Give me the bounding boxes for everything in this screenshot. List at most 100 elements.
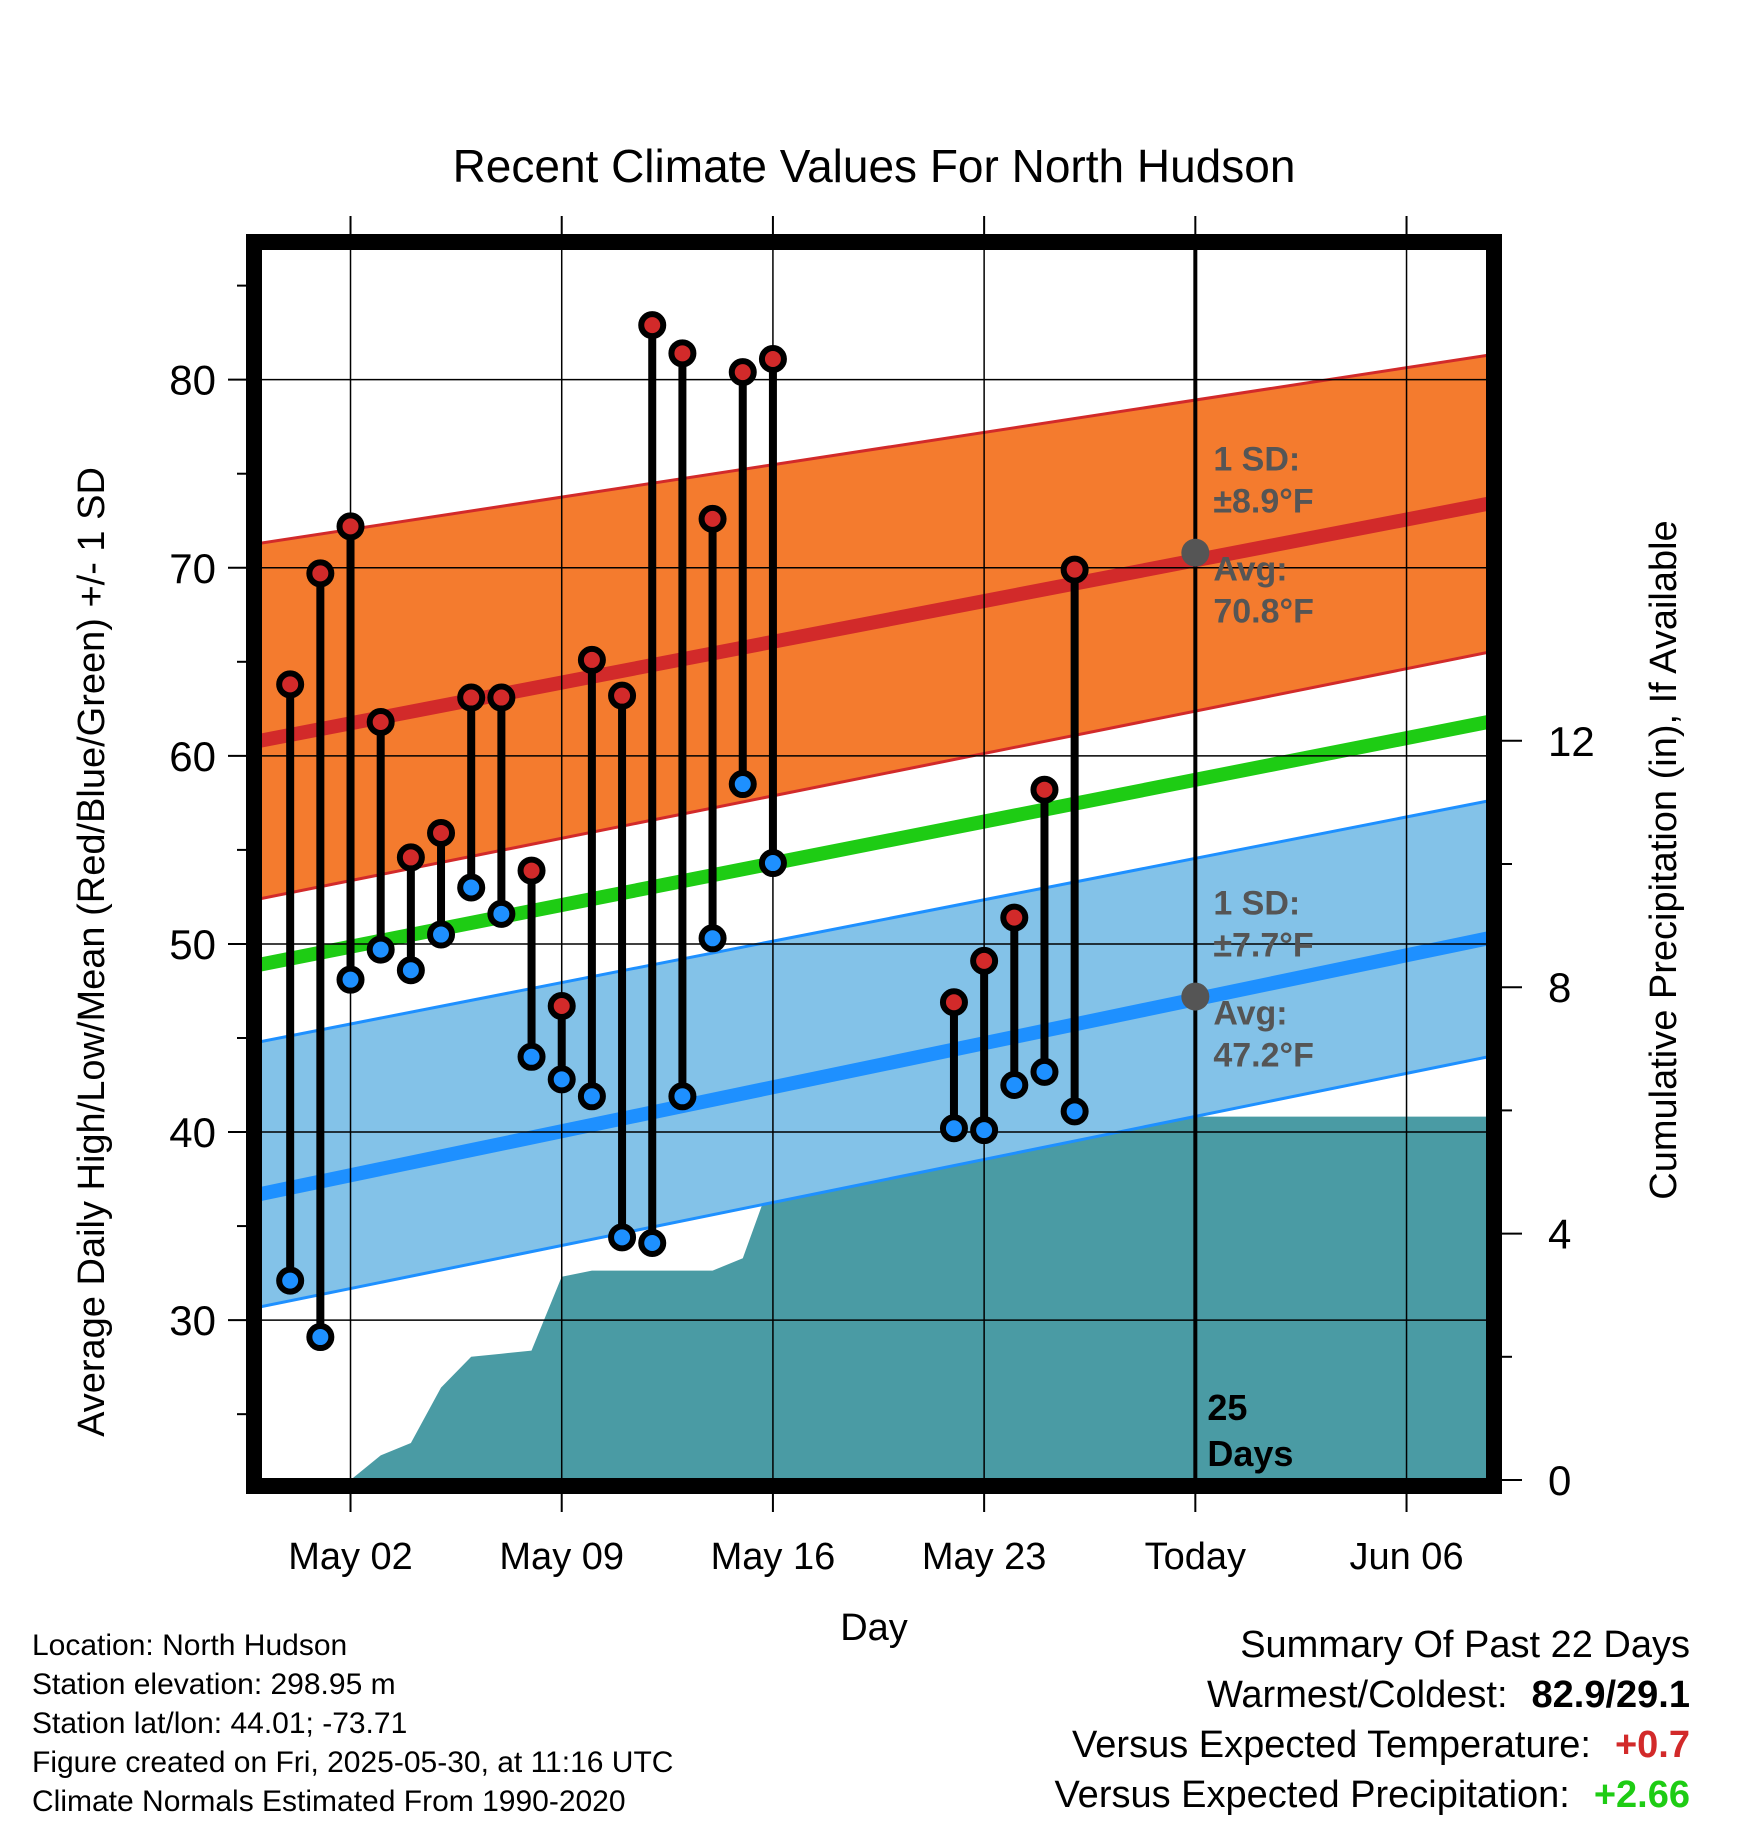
- daily-high-point: [1030, 775, 1059, 804]
- today-high-avg-marker: [1181, 538, 1210, 567]
- high-sd-value: ±8.9°F: [1213, 483, 1313, 521]
- daily-high-point: [487, 683, 516, 712]
- daily-low-point: [758, 849, 787, 878]
- daily-high-point: [698, 504, 727, 533]
- daily-low-point: [970, 1116, 999, 1145]
- daily-low-point: [487, 899, 516, 928]
- chart-title: Recent Climate Values For North Hudson: [453, 140, 1296, 192]
- daily-low-point: [939, 1114, 968, 1143]
- low-avg-label: Avg:: [1213, 995, 1287, 1033]
- daily-low-point: [1030, 1057, 1059, 1086]
- x-tick-label: May 02: [288, 1536, 413, 1578]
- daily-high-point: [427, 818, 456, 847]
- y-axis-label: Average Daily High/Low/Mean (Red/Blue/Gr…: [71, 467, 113, 1437]
- high-sd-band-lower-edge: [260, 650, 1488, 901]
- plot-area: 1 SD: ±8.9°F Avg: 70.8°F 1 SD: ±7.7°F Avg: 47.2…: [169, 216, 1595, 1578]
- elevation-text: Station elevation: 298.95 m: [32, 1668, 396, 1701]
- daily-high-point: [366, 707, 395, 736]
- precip-anomaly-value: +2.66: [1593, 1774, 1690, 1816]
- daily-high-point: [1060, 555, 1089, 584]
- x-tick-label: May 09: [499, 1536, 624, 1578]
- daily-low-point: [728, 770, 757, 799]
- high-avg-value: 70.8°F: [1213, 593, 1314, 631]
- daily-high-point: [306, 559, 335, 588]
- x-tick-label: May 16: [711, 1536, 836, 1578]
- y2-tick-label: 12: [1548, 718, 1595, 765]
- daily-high-point: [939, 988, 968, 1017]
- daily-low-point: [517, 1042, 546, 1071]
- daily-low-point: [1060, 1097, 1089, 1126]
- temp-anomaly-label: Versus Expected Temperature:: [1072, 1724, 1591, 1766]
- normals-text: Climate Normals Estimated From 1990-2020: [32, 1785, 626, 1818]
- daily-high-point: [758, 344, 787, 373]
- daily-low-point: [668, 1082, 697, 1111]
- daily-high-point: [728, 358, 757, 387]
- x-tick-label: May 23: [922, 1536, 1047, 1578]
- normal-low-line: [260, 931, 1488, 1201]
- plot-interior: [260, 248, 1488, 1480]
- daily-low-point: [396, 956, 425, 985]
- y2-axis-label: Cumulative Precipitation (in), If Availa…: [1643, 520, 1685, 1199]
- daily-low-point: [457, 873, 486, 902]
- summary-title: Summary Of Past 22 Days: [1240, 1624, 1690, 1666]
- y2-tick-label: 4: [1548, 1211, 1571, 1258]
- daily-low-point: [1000, 1071, 1029, 1100]
- y2-tick-label: 8: [1548, 964, 1571, 1011]
- precip-area: [350, 1116, 1488, 1480]
- daily-low-point: [698, 924, 727, 953]
- daily-low-point: [336, 965, 365, 994]
- high-avg-label: Avg:: [1213, 551, 1287, 589]
- days-count-number: 25: [1207, 1387, 1247, 1428]
- low-sd-band-upper-edge: [260, 799, 1488, 1044]
- daily-high-point: [577, 645, 606, 674]
- y-tick-label: 40: [169, 1109, 216, 1156]
- daily-low-point: [306, 1323, 335, 1352]
- y2-tick-label: 0: [1548, 1457, 1571, 1504]
- daily-high-point: [638, 311, 667, 340]
- y-tick-label: 50: [169, 921, 216, 968]
- y-tick-label: 30: [169, 1297, 216, 1344]
- low-sd-band: [260, 800, 1488, 1307]
- daily-high-point: [970, 946, 999, 975]
- summary-panel: Summary Of Past 22 Days Warmest/Coldest:…: [1054, 1620, 1690, 1820]
- daily-low-point: [577, 1082, 606, 1111]
- daily-high-point: [276, 670, 305, 699]
- created-text: Figure created on Fri, 2025-05-30, at 11…: [32, 1746, 674, 1779]
- summary-temp: Versus Expected Temperature: +0.7: [1054, 1720, 1690, 1770]
- daily-high-point: [547, 992, 576, 1021]
- y-tick-label: 80: [169, 357, 216, 404]
- daily-low-point: [547, 1065, 576, 1094]
- daily-high-point: [1000, 903, 1029, 932]
- summary-precip: Versus Expected Precipitation: +2.66: [1054, 1770, 1690, 1820]
- temp-anomaly-value: +0.7: [1614, 1724, 1690, 1766]
- daily-high-point: [608, 681, 637, 710]
- daily-high-point: [457, 683, 486, 712]
- low-sd-value: ±7.7°F: [1213, 927, 1313, 965]
- daily-high-point: [336, 512, 365, 541]
- daily-high-point: [517, 856, 546, 885]
- low-sd-label: 1 SD:: [1213, 885, 1300, 923]
- x-axis-label: Day: [840, 1607, 908, 1649]
- low-sd-band-lower-edge: [260, 1055, 1488, 1309]
- days-count-label: Days: [1207, 1433, 1293, 1474]
- daily-high-point: [668, 339, 697, 368]
- station-info: Location: North Hudson Station elevation…: [32, 1626, 673, 1821]
- low-avg-value: 47.2°F: [1213, 1037, 1314, 1075]
- daily-low-point: [366, 935, 395, 964]
- x-tick-label: Today: [1145, 1536, 1246, 1578]
- x-tick-label: Jun 06: [1349, 1536, 1463, 1578]
- plot-frame: [246, 234, 1502, 1494]
- daily-low-point: [608, 1223, 637, 1252]
- warm-cold-value: 82.9/29.1: [1531, 1674, 1690, 1716]
- precip-anomaly-label: Versus Expected Precipitation:: [1054, 1774, 1570, 1816]
- y-tick-label: 70: [169, 545, 216, 592]
- daily-low-point: [276, 1266, 305, 1295]
- latlon-text: Station lat/lon: 44.01; -73.71: [32, 1707, 408, 1740]
- daily-low-point: [638, 1229, 667, 1258]
- high-sd-band-upper-edge: [260, 353, 1488, 545]
- y-tick-label: 60: [169, 733, 216, 780]
- summary-warm-cold: Warmest/Coldest: 82.9/29.1: [1054, 1670, 1690, 1720]
- daily-low-point: [427, 920, 456, 949]
- high-sd-label: 1 SD:: [1213, 441, 1300, 479]
- today-low-avg-marker: [1181, 982, 1210, 1011]
